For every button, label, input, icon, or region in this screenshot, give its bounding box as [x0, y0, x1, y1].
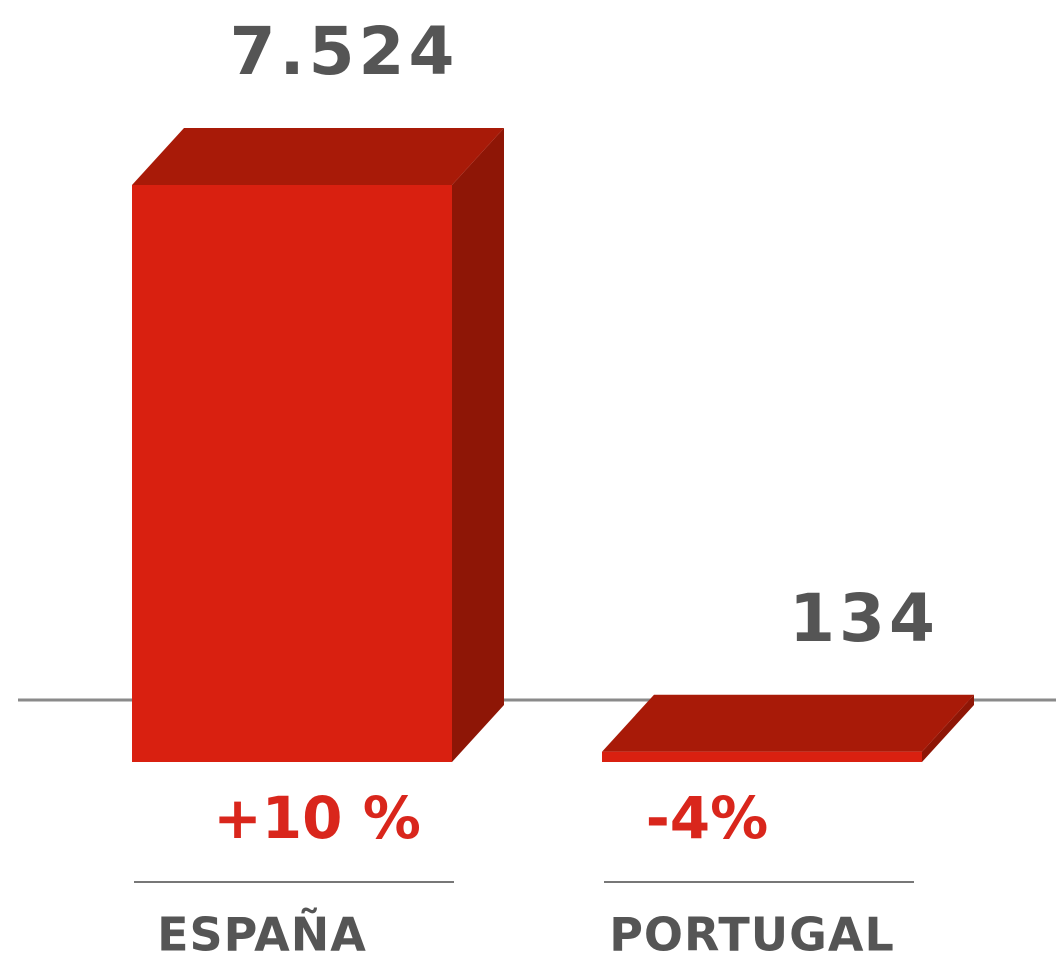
- bar-top: [132, 128, 504, 185]
- bar: [132, 185, 452, 762]
- bar-side: [452, 128, 504, 762]
- bar: [602, 751, 922, 762]
- change-label: -4%: [646, 784, 769, 852]
- value-label: 134: [789, 580, 939, 657]
- x-tick-label: ESPAÑA: [157, 908, 367, 962]
- bar-top: [602, 694, 974, 752]
- bar-side: [922, 694, 974, 762]
- x-tick-label: PORTUGAL: [609, 908, 895, 962]
- value-label: 7.524: [230, 13, 459, 90]
- change-label: +10 %: [213, 784, 421, 852]
